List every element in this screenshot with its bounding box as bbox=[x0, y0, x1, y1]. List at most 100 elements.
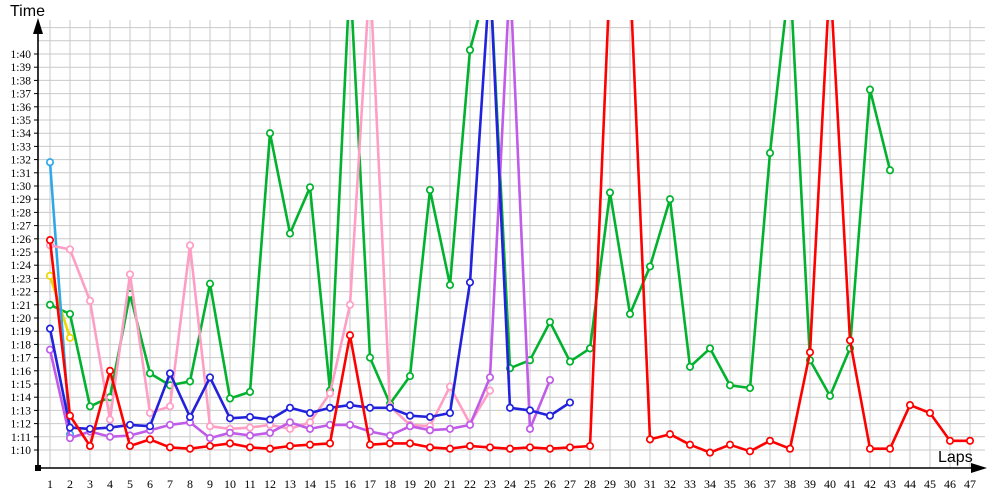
x-tick-label: 4 bbox=[107, 477, 113, 491]
data-point-red bbox=[185, 444, 195, 453]
data-point-purple bbox=[65, 434, 75, 443]
y-tick-label: 1:28 bbox=[11, 207, 32, 219]
data-point-blue bbox=[245, 412, 255, 422]
y-tick-label: 1:37 bbox=[11, 89, 32, 101]
x-tick-label: 33 bbox=[684, 477, 696, 491]
data-point-red bbox=[445, 444, 455, 453]
data-point-red bbox=[425, 443, 435, 452]
y-tick-label: 1:16 bbox=[11, 366, 32, 378]
x-tick-label: 19 bbox=[404, 477, 416, 491]
x-tick-label: 8 bbox=[187, 477, 193, 491]
data-point-green bbox=[545, 317, 555, 327]
y-tick-label: 1:38 bbox=[11, 75, 32, 87]
x-tick-label: 9 bbox=[207, 477, 213, 491]
y-tick-label: 1:30 bbox=[11, 181, 32, 193]
data-point-red bbox=[505, 444, 515, 453]
x-tick-label: 30 bbox=[624, 477, 636, 491]
y-tick-label: 1:11 bbox=[11, 432, 31, 444]
data-point-blue bbox=[165, 369, 175, 378]
data-point-red bbox=[805, 348, 815, 357]
data-point-green bbox=[185, 377, 195, 386]
data-point-red bbox=[65, 411, 75, 420]
data-point-blue bbox=[405, 411, 415, 420]
data-point-green bbox=[65, 309, 75, 319]
x-axis-arrow-icon bbox=[971, 463, 987, 473]
x-tick-label: 12 bbox=[264, 477, 276, 491]
data-point-purple bbox=[205, 434, 215, 443]
x-tick-label: 36 bbox=[744, 477, 756, 491]
data-point-blue bbox=[365, 403, 375, 412]
x-tick-label: 29 bbox=[604, 477, 616, 491]
data-point-red bbox=[765, 436, 775, 445]
data-point-green bbox=[645, 262, 655, 271]
origin-marker bbox=[35, 465, 41, 471]
data-point-blue bbox=[185, 412, 195, 422]
data-point-red bbox=[925, 408, 935, 418]
data-point-red bbox=[945, 436, 955, 445]
y-tick-label: 1:23 bbox=[11, 273, 32, 285]
data-point-green bbox=[305, 183, 315, 192]
data-point-pink bbox=[485, 386, 495, 395]
y-tick-label: 1:10 bbox=[11, 445, 32, 457]
data-point-red bbox=[465, 441, 475, 451]
data-point-red bbox=[125, 441, 135, 451]
data-point-purple bbox=[525, 424, 535, 433]
y-tick-label: 1:17 bbox=[11, 353, 32, 365]
axes bbox=[33, 18, 987, 473]
x-tick-label: 15 bbox=[324, 477, 336, 491]
x-tick-label: 27 bbox=[564, 477, 576, 491]
data-point-purple bbox=[385, 431, 395, 440]
x-tick-label: 21 bbox=[444, 477, 456, 491]
data-point-pink bbox=[165, 402, 175, 411]
data-point-pink bbox=[105, 415, 115, 424]
series-blue bbox=[45, 20, 575, 433]
data-point-blue bbox=[325, 403, 335, 412]
x-tick-label: 26 bbox=[544, 477, 556, 491]
x-tick-label: 16 bbox=[344, 477, 356, 491]
data-point-blue bbox=[145, 422, 155, 431]
x-tick-label: 34 bbox=[704, 477, 716, 491]
data-point-blue bbox=[125, 420, 135, 429]
data-point-purple bbox=[265, 428, 275, 437]
data-point-cyan bbox=[45, 158, 55, 167]
x-tick-label: 38 bbox=[784, 477, 796, 491]
data-point-green bbox=[705, 344, 715, 353]
data-point-purple bbox=[225, 428, 235, 437]
x-tick-label: 42 bbox=[864, 477, 876, 491]
data-point-blue bbox=[525, 406, 535, 415]
data-point-pink bbox=[185, 241, 195, 250]
data-point-red bbox=[845, 336, 855, 345]
x-tick-label: 35 bbox=[724, 477, 736, 491]
data-point-green bbox=[765, 148, 775, 158]
data-point-green bbox=[245, 387, 255, 396]
data-point-yellow bbox=[65, 333, 75, 342]
data-point-pink bbox=[125, 270, 135, 279]
data-point-green bbox=[605, 188, 615, 197]
x-tick-label: 39 bbox=[804, 477, 816, 491]
data-point-pink bbox=[285, 424, 295, 433]
data-point-green bbox=[265, 129, 275, 138]
y-axis-title: Time bbox=[10, 3, 45, 20]
data-point-purple bbox=[305, 424, 315, 433]
data-point-red bbox=[965, 436, 975, 445]
y-tick-label: 1:34 bbox=[11, 128, 32, 140]
y-tick-label: 1:21 bbox=[11, 300, 32, 312]
data-point-red bbox=[365, 440, 375, 449]
data-point-red bbox=[385, 439, 395, 448]
data-point-red bbox=[705, 448, 715, 457]
data-point-pink bbox=[445, 382, 455, 391]
data-point-purple bbox=[425, 426, 435, 435]
x-tick-label: 10 bbox=[224, 477, 236, 491]
x-tick-label: 25 bbox=[524, 477, 536, 491]
x-tick-label: 22 bbox=[464, 477, 476, 491]
data-point-green bbox=[685, 362, 695, 371]
data-point-pink bbox=[205, 422, 215, 431]
data-point-purple bbox=[285, 418, 295, 427]
data-point-blue bbox=[425, 412, 435, 422]
data-point-blue bbox=[65, 423, 75, 432]
data-point-red bbox=[145, 435, 155, 444]
data-point-red bbox=[565, 443, 575, 452]
y-tick-label: 1:33 bbox=[11, 141, 32, 153]
data-point-green bbox=[865, 85, 875, 94]
